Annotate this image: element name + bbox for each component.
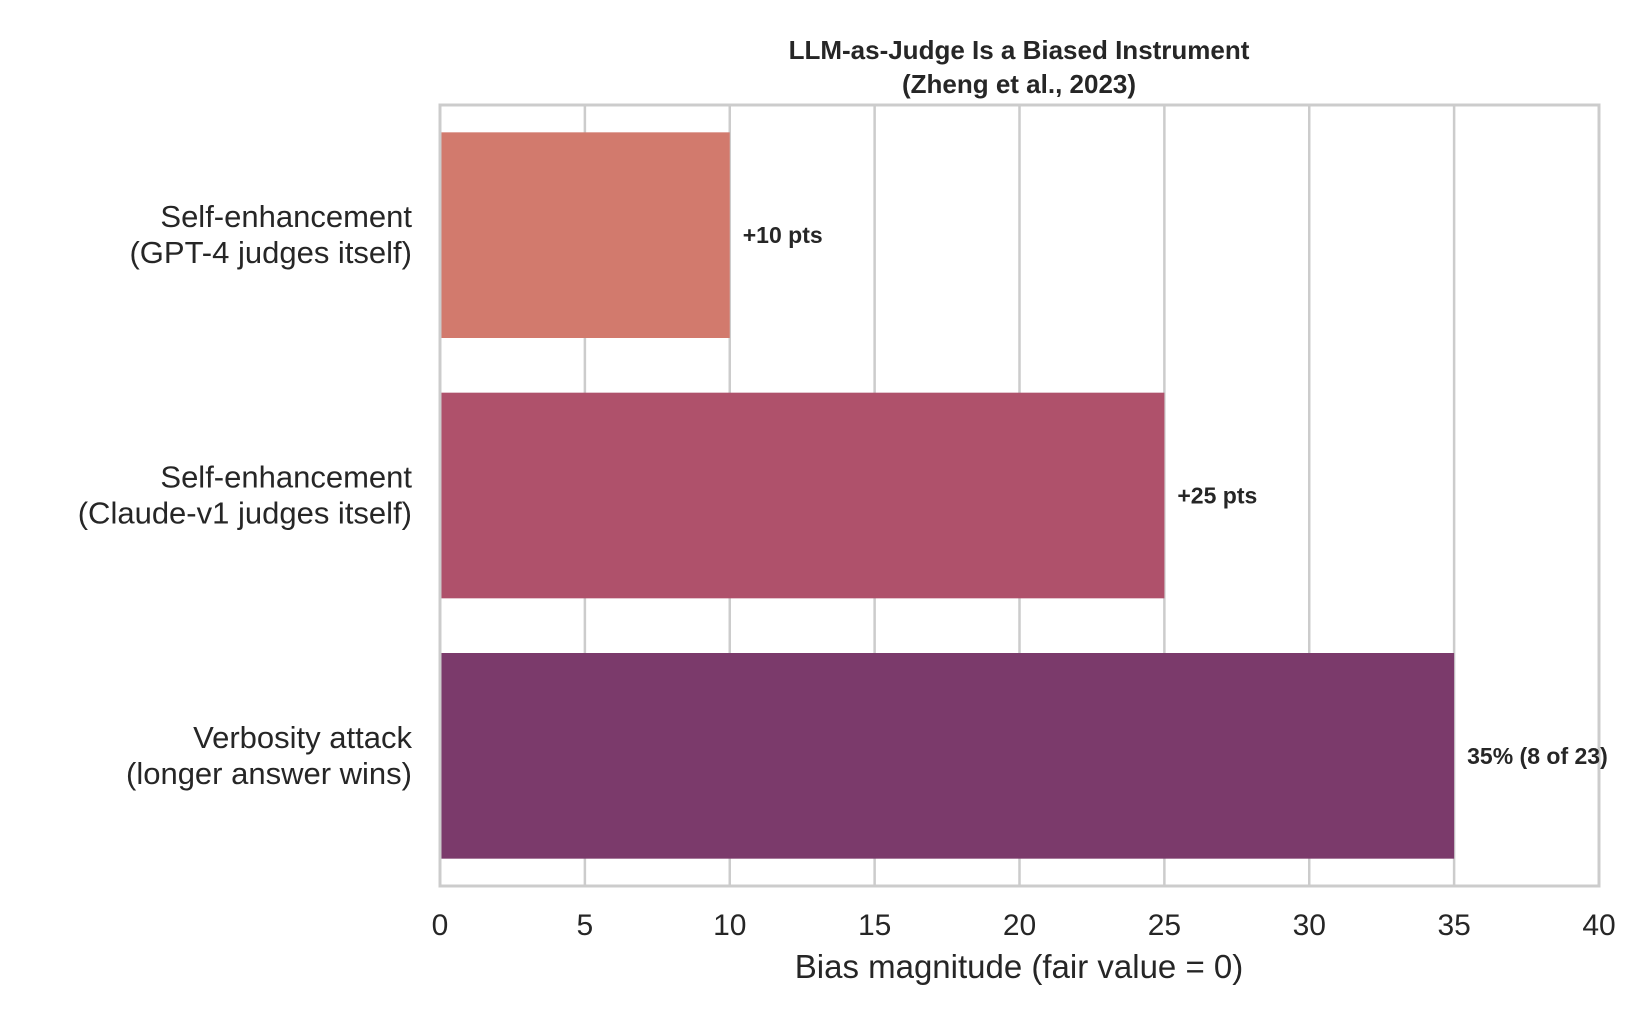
bar-data-label: +10 pts xyxy=(743,222,823,248)
category-label: (longer answer wins) xyxy=(126,756,412,791)
bar-data-label: +25 pts xyxy=(1177,483,1257,509)
plot-frame xyxy=(438,103,1601,888)
bar xyxy=(440,653,1455,859)
x-tick-label: 30 xyxy=(1293,909,1326,942)
chart-title-line-2: (Zheng et al., 2023) xyxy=(902,69,1136,99)
category-label: Verbosity attack xyxy=(193,720,412,755)
x-tick-label: 5 xyxy=(577,909,594,942)
bars xyxy=(440,132,1455,859)
category-label: (GPT-4 judges itself) xyxy=(129,235,412,270)
x-axis-label: Bias magnitude (fair value = 0) xyxy=(795,948,1243,985)
x-tick-label: 35 xyxy=(1437,909,1470,942)
category-label: (Claude-v1 judges itself) xyxy=(78,496,412,531)
category-label: Self-enhancement xyxy=(160,460,412,495)
bar-data-label: 35% (8 of 23) xyxy=(1467,743,1608,769)
x-tick-label: 40 xyxy=(1582,909,1615,942)
x-tick-label: 10 xyxy=(713,909,746,942)
x-tick-label: 25 xyxy=(1148,909,1181,942)
data-labels: +10 pts +25 pts 35% (8 of 23) xyxy=(743,222,1608,769)
x-tick-label: 20 xyxy=(1003,909,1036,942)
bar xyxy=(440,132,730,338)
category-labels: Self-enhancement(GPT-4 judges itself)Sel… xyxy=(78,199,413,791)
x-tick-label: 15 xyxy=(858,909,891,942)
x-tick-label: 0 xyxy=(432,909,449,942)
category-label: Self-enhancement xyxy=(160,199,412,234)
bar xyxy=(440,392,1165,599)
x-tick-labels: 0 5 10 15 20 25 30 35 40 xyxy=(432,909,1616,942)
chart-title-line-1: LLM-as-Judge Is a Biased Instrument xyxy=(789,35,1250,65)
